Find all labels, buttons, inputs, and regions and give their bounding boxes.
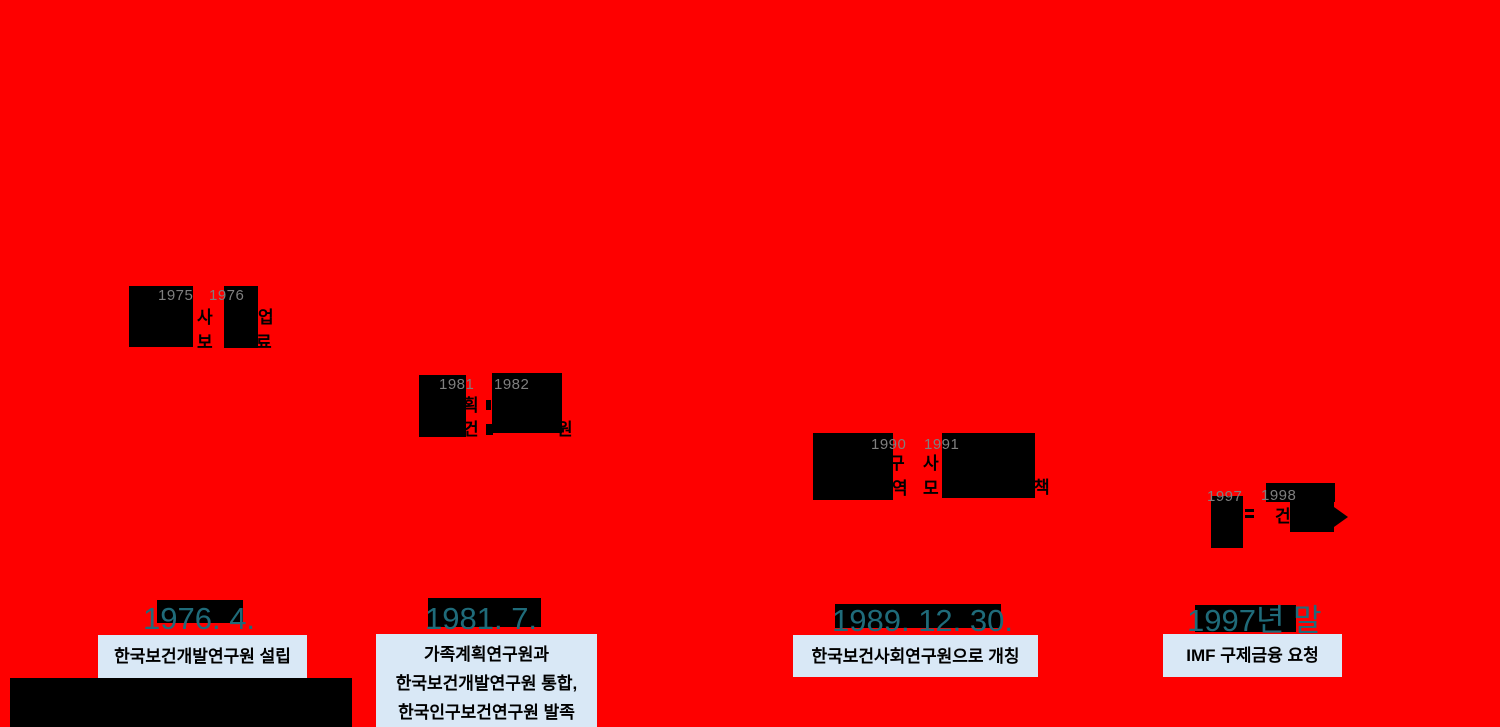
redaction-box-1990 bbox=[813, 433, 893, 500]
fragment-1982-l2-right: 원 bbox=[557, 420, 573, 439]
partial-glyph-mark bbox=[1245, 509, 1254, 512]
milestone-card-1981-line1: 가족계획연구원과 bbox=[423, 645, 550, 664]
partial-glyph-mark bbox=[486, 424, 493, 435]
year-label-1997: 1997 bbox=[1207, 488, 1243, 505]
milestone-card-1981: 가족계획연구원과 한국보건개발연구원 통합, 한국인구보건연구원 발족 bbox=[376, 634, 597, 727]
arrow-right-icon bbox=[1334, 507, 1348, 527]
fragment-1976-l1-right: 업 bbox=[258, 308, 274, 327]
fragment-1976-l1-left: 사 bbox=[197, 308, 213, 327]
fragment-1981-l2-right: 건 bbox=[463, 420, 479, 439]
redaction-box-1998-upper bbox=[1266, 483, 1335, 502]
milestone-card-1989: 한국보건사회연구원으로 개칭 bbox=[793, 635, 1038, 677]
date-highlight-1976 bbox=[157, 600, 243, 623]
fragment-1991-l1-left: 사 bbox=[923, 454, 939, 473]
year-label-1981: 1981 bbox=[439, 376, 475, 393]
date-highlight-1989 bbox=[835, 604, 1001, 628]
partial-glyph-mark bbox=[486, 400, 491, 410]
redaction-box-1981 bbox=[419, 375, 466, 437]
redaction-box-1998-lower bbox=[1290, 501, 1334, 532]
fragment-1976-l2-left: 보 bbox=[197, 333, 213, 352]
milestone-card-1981-line2: 한국보건개발연구원 통합, bbox=[395, 674, 578, 693]
fragment-1981-l1-right: 획 bbox=[463, 396, 479, 415]
milestone-date-1976: 1976. 4. bbox=[143, 601, 256, 636]
fragment-1991-l2-left: 모 bbox=[923, 479, 939, 498]
fragment-1991-l2-right: 책 bbox=[1034, 478, 1050, 497]
redaction-box-1976 bbox=[224, 286, 258, 348]
fragment-1990-l1-right: 구 bbox=[889, 454, 905, 473]
milestone-date-1981: 1981. 7. bbox=[425, 601, 538, 636]
milestone-date-1989: 1989. 12. 30. bbox=[832, 603, 1013, 638]
milestone-card-1976: 한국보건개발연구원 설립 bbox=[98, 635, 307, 678]
redaction-box-1997 bbox=[1211, 496, 1243, 548]
milestone-card-1997-text: IMF 구제금융 요청 bbox=[1186, 646, 1319, 665]
date-highlight-1981 bbox=[428, 598, 541, 627]
year-label-1990: 1990 bbox=[871, 436, 907, 453]
year-label-1976: 1976 bbox=[209, 287, 245, 304]
year-label-1975: 1975 bbox=[158, 287, 194, 304]
redaction-box-1975 bbox=[129, 286, 193, 347]
year-label-1991: 1991 bbox=[924, 436, 960, 453]
milestone-card-1997: IMF 구제금융 요청 bbox=[1163, 634, 1342, 677]
date-highlight-1997 bbox=[1195, 605, 1296, 632]
year-label-1998: 1998 bbox=[1261, 487, 1297, 504]
milestone-card-1976-text: 한국보건개발연구원 설립 bbox=[114, 647, 291, 666]
fragment-1976-l2-right: 료 bbox=[256, 333, 272, 352]
year-label-1982: 1982 bbox=[494, 376, 530, 393]
fragment-1990-l2-right: 역 bbox=[892, 479, 908, 498]
redaction-box-1982 bbox=[492, 373, 562, 433]
milestone-card-1989-text: 한국보건사회연구원으로 개칭 bbox=[811, 646, 1020, 666]
fragment-1998-l1-left: 건 bbox=[1275, 507, 1291, 526]
partial-glyph-mark bbox=[1245, 515, 1254, 518]
milestone-card-1981-line3: 한국인구보건연구원 발족 bbox=[398, 703, 575, 722]
milestone-date-1997: 1997년 말 bbox=[1187, 603, 1322, 638]
redaction-box-1991 bbox=[942, 433, 1035, 498]
redaction-box-bottom-left bbox=[10, 678, 352, 727]
